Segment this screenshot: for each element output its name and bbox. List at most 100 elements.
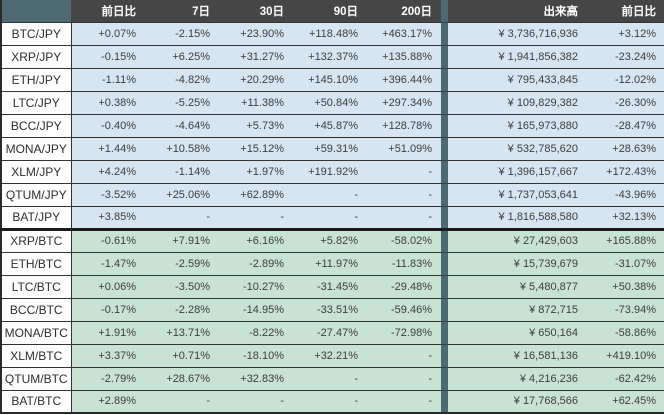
table-row[interactable]: XRP/BTC -0.61% +7.91% +6.16% +5.82% -58.… <box>1 227 664 252</box>
volume-day-change-cell: -28.47% <box>587 113 664 137</box>
volume-cell: ¥ 872,715 <box>448 297 587 321</box>
pair-column-header <box>1 0 71 22</box>
pair-name[interactable]: BCC/JPY <box>1 113 72 137</box>
volume-day-change-cell: +62.45% <box>587 389 664 413</box>
column-divider <box>441 159 448 183</box>
day-change-cell: -3.52% <box>71 182 145 206</box>
change-200d-cell: -29.48% <box>367 274 441 298</box>
pair-name[interactable]: QTUM/JPY <box>1 182 72 206</box>
day-change-cell: -0.40% <box>71 113 145 137</box>
volume-cell: ¥ 4,216,236 <box>448 366 587 390</box>
volume-cell: ¥ 17,768,566 <box>448 389 587 413</box>
change-7d-cell: +6.25% <box>145 44 219 68</box>
table-row[interactable]: BCC/BTC -0.17% -2.28% -14.95% -33.51% -5… <box>1 297 664 321</box>
change-30d-cell: +62.89% <box>219 182 293 206</box>
volume-day-change-cell: +3.12% <box>587 21 664 45</box>
pair-name[interactable]: ETH/JPY <box>1 67 72 91</box>
change-90d-cell: +50.84% <box>293 90 367 114</box>
change-90d-cell: -31.45% <box>293 274 367 298</box>
change-90d-cell: -27.47% <box>293 320 367 344</box>
volume-day-change-cell: -26.30% <box>587 90 664 114</box>
volume-day-change-cell: +165.88% <box>587 227 664 252</box>
day-change-cell: -1.11% <box>71 67 145 91</box>
pair-name[interactable]: MONA/JPY <box>1 136 72 160</box>
day-change-cell: -0.61% <box>71 227 145 252</box>
table-row[interactable]: ETH/JPY -1.11% -4.82% +20.29% +145.10% +… <box>1 67 664 91</box>
day-change-cell: -2.79% <box>71 366 145 390</box>
volume-cell: ¥ 15,739,679 <box>448 251 587 275</box>
volume-cell: ¥ 27,429,603 <box>448 227 587 252</box>
pair-name[interactable]: BCC/BTC <box>1 297 72 321</box>
pair-name[interactable]: XRP/BTC <box>1 227 72 252</box>
change-7d-cell: -4.82% <box>145 67 219 91</box>
change-7d-cell: +0.71% <box>145 343 219 367</box>
table-row[interactable]: ETH/BTC -1.47% -2.59% -2.89% +11.97% -11… <box>1 251 664 275</box>
change-30d-cell: -14.95% <box>219 297 293 321</box>
table-row[interactable]: QTUM/BTC -2.79% +28.67% +32.83% - - ¥ 4,… <box>1 366 664 390</box>
table-row[interactable]: BTC/JPY +0.07% -2.15% +23.90% +118.48% +… <box>1 21 664 45</box>
change-30d-cell: +15.12% <box>219 136 293 160</box>
change-200d-cell: - <box>367 389 441 413</box>
change-7d-cell: +28.67% <box>145 366 219 390</box>
column-divider <box>441 67 448 91</box>
volume-day-change-cell: -62.42% <box>587 366 664 390</box>
day-change-cell: +0.06% <box>71 274 145 298</box>
day-change-cell: +1.44% <box>71 136 145 160</box>
change-30d-cell: -2.89% <box>219 251 293 275</box>
pair-name[interactable]: XRP/JPY <box>1 44 72 68</box>
change-30d-cell: - <box>219 389 293 413</box>
pair-name[interactable]: XLM/BTC <box>1 343 72 367</box>
table-row[interactable]: BAT/BTC +2.89% - - - - ¥ 17,768,566 +62.… <box>1 389 664 413</box>
change-90d-cell: +118.48% <box>293 21 367 45</box>
change-200d-cell: -72.98% <box>367 320 441 344</box>
table-row[interactable]: LTC/BTC +0.06% -3.50% -10.27% -31.45% -2… <box>1 274 664 298</box>
header-row: 前日比 7日 30日 90日 200日 出来高 前日比 <box>1 0 664 22</box>
col-header-day-change: 前日比 <box>71 0 145 22</box>
volume-day-change-cell: +419.10% <box>587 343 664 367</box>
change-200d-cell: -59.46% <box>367 297 441 321</box>
change-90d-cell: - <box>293 389 367 413</box>
change-7d-cell: +10.58% <box>145 136 219 160</box>
change-30d-cell: +6.16% <box>219 227 293 252</box>
change-30d-cell: +20.29% <box>219 67 293 91</box>
change-200d-cell: +51.09% <box>367 136 441 160</box>
volume-cell: ¥ 165,973,880 <box>448 113 587 137</box>
change-90d-cell: +5.82% <box>293 227 367 252</box>
column-divider <box>441 21 448 45</box>
day-change-cell: -0.15% <box>71 44 145 68</box>
change-7d-cell: - <box>145 389 219 413</box>
column-divider <box>441 343 448 367</box>
table-row[interactable]: MONA/JPY +1.44% +10.58% +15.12% +59.31% … <box>1 136 664 160</box>
table-row[interactable]: QTUM/JPY -3.52% +25.06% +62.89% - - ¥ 1,… <box>1 182 664 206</box>
table-row[interactable]: MONA/BTC +1.91% +13.71% -8.22% -27.47% -… <box>1 320 664 344</box>
column-divider <box>441 227 448 252</box>
change-90d-cell: - <box>293 205 367 229</box>
change-7d-cell: -3.50% <box>145 274 219 298</box>
change-7d-cell: +7.91% <box>145 227 219 252</box>
pair-name[interactable]: LTC/BTC <box>1 274 72 298</box>
volume-cell: ¥ 1,396,157,667 <box>448 159 587 183</box>
change-7d-cell: -5.25% <box>145 90 219 114</box>
change-90d-cell: - <box>293 182 367 206</box>
pair-name[interactable]: ETH/BTC <box>1 251 72 275</box>
pair-name[interactable]: BTC/JPY <box>1 21 72 45</box>
column-divider <box>441 113 448 137</box>
change-7d-cell: +25.06% <box>145 182 219 206</box>
pair-name[interactable]: XLM/JPY <box>1 159 72 183</box>
pair-name[interactable]: MONA/BTC <box>1 320 72 344</box>
table-row[interactable]: XLM/BTC +3.37% +0.71% -18.10% +32.21% - … <box>1 343 664 367</box>
table-row[interactable]: XLM/JPY +4.24% -1.14% +1.97% +191.92% - … <box>1 159 664 183</box>
table-row[interactable]: BCC/JPY -0.40% -4.64% +5.73% +45.87% +12… <box>1 113 664 137</box>
pair-name[interactable]: BAT/BTC <box>1 389 72 413</box>
pair-name[interactable]: QTUM/BTC <box>1 366 72 390</box>
pair-name[interactable]: BAT/JPY <box>1 205 72 229</box>
volume-cell: ¥ 795,433,845 <box>448 67 587 91</box>
change-7d-cell: -4.64% <box>145 113 219 137</box>
day-change-cell: -0.17% <box>71 297 145 321</box>
table-row[interactable]: LTC/JPY +0.38% -5.25% +11.38% +50.84% +2… <box>1 90 664 114</box>
change-90d-cell: +32.21% <box>293 343 367 367</box>
table-row[interactable]: XRP/JPY -0.15% +6.25% +31.27% +132.37% +… <box>1 44 664 68</box>
change-7d-cell: -2.59% <box>145 251 219 275</box>
table-row[interactable]: BAT/JPY +3.85% - - - - ¥ 1,816,588,580 +… <box>1 205 664 229</box>
pair-name[interactable]: LTC/JPY <box>1 90 72 114</box>
